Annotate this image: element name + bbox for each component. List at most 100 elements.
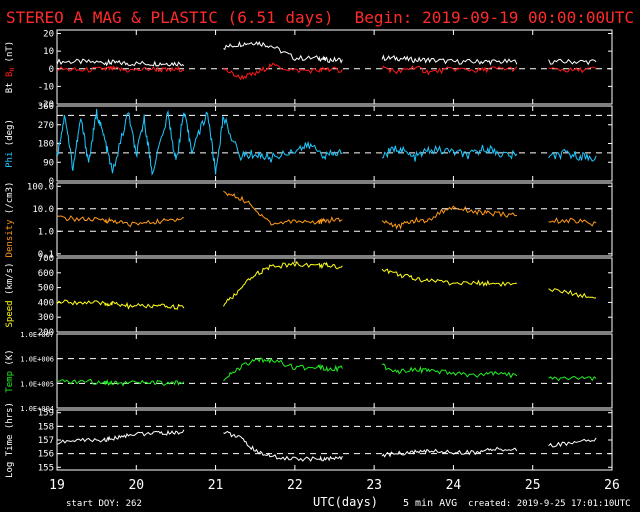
series-line-speed <box>56 299 185 310</box>
y-axis-label: Temp (K) <box>5 349 15 392</box>
y-tick-label: 0.1 <box>38 250 54 260</box>
series-line-mag <box>56 58 185 67</box>
y-tick-label: -20 <box>38 100 54 110</box>
created-timestamp: created: 2019-9-25 17:01:10UTC <box>468 499 631 509</box>
series-line-mag <box>381 65 518 76</box>
series-line-density <box>56 215 184 228</box>
y-tick-label: 1.0E+006 <box>20 356 54 364</box>
y-tick-label: 1.0E+005 <box>20 380 54 388</box>
panels: 20 10 0 -10 -20 Bt BN (nT) 360 270 180 90 0 Phi (de… <box>5 29 613 478</box>
y-tick-label: 100.0 <box>27 182 54 192</box>
y-axis-label-part: Temp <box>5 371 15 393</box>
y-axis-label: Density (/cm3) <box>5 182 15 258</box>
series-line-mag <box>548 66 597 74</box>
series-line-temp <box>548 375 597 382</box>
y-tick-label: 1.0 <box>38 227 54 237</box>
series-line-logtime <box>381 446 518 458</box>
series-line-speed <box>381 268 517 288</box>
y-axis-label: Bt BN (nT) <box>5 41 16 93</box>
series-line-speed <box>223 260 343 307</box>
x-tick-label: 20 <box>128 478 144 493</box>
y-tick-label: 156 <box>38 450 54 460</box>
y-tick-label: 1.0E+007 <box>20 331 54 339</box>
series-line-temp <box>381 363 518 379</box>
series-line-phi <box>381 144 518 162</box>
y-axis-label-part: N <box>9 68 16 72</box>
y-tick-label: 700 <box>38 254 54 264</box>
y-tick-label: 360 <box>38 102 54 112</box>
x-tick-label: 19 <box>49 478 65 493</box>
y-axis-label-part: Phi <box>5 152 15 168</box>
y-axis-label: Phi (deg) <box>5 119 15 168</box>
series-line-density <box>548 217 597 227</box>
panel-logtime: 159 158 157 156 155 Log Time (hrs) <box>5 402 613 478</box>
y-axis-label-part: Density <box>5 219 15 258</box>
y-tick-label: 10.0 <box>32 205 54 215</box>
y-axis-label-part: (K) <box>5 349 15 371</box>
series-line-mag <box>381 54 518 66</box>
panel-temp: 1.0E+007 1.0E+006 1.0E+005 1.0E+004 Temp (K) <box>5 331 613 413</box>
y-axis-label: Log Time (hrs) <box>5 402 15 478</box>
y-tick-label: 0 <box>49 65 54 75</box>
y-axis-label-part: B <box>5 72 15 83</box>
series-line-density <box>381 205 517 230</box>
y-axis-label-part: (deg) <box>5 119 15 152</box>
y-tick-label: 0 <box>49 177 54 187</box>
y-axis-label-part: Speed <box>5 300 15 327</box>
series-line-phi <box>56 108 343 176</box>
x-axis-label: UTC(days) <box>313 495 378 509</box>
y-tick-label: 270 <box>38 121 54 131</box>
series-line-mag <box>223 40 343 64</box>
average-label: 5 min AVG <box>403 498 457 509</box>
series-line-logtime <box>56 429 185 445</box>
x-tick-label: 26 <box>604 478 620 493</box>
y-tick-label: 158 <box>38 422 54 432</box>
y-axis-label-part: (km/s) <box>5 262 15 300</box>
panel-mag: 20 10 0 -10 -20 Bt BN (nT) <box>5 29 613 110</box>
series-line-temp <box>56 378 185 387</box>
panel-frame <box>56 333 613 409</box>
series-line-density <box>223 190 343 226</box>
panel-frame <box>56 182 613 257</box>
x-tick-label: 24 <box>446 478 462 493</box>
y-axis-label-part: (nT) <box>5 41 15 68</box>
series-line-mag <box>548 58 597 66</box>
y-tick-label: 400 <box>38 298 54 308</box>
series-line-logtime <box>548 437 597 448</box>
x-tick-label: 22 <box>287 478 303 493</box>
y-tick-label: 90 <box>43 158 54 168</box>
y-tick-label: 20 <box>43 30 54 40</box>
y-tick-label: 159 <box>38 409 54 419</box>
x-axis-ticks: 19 20 21 22 23 24 25 26 <box>49 478 620 493</box>
chart-title: STEREO A MAG & PLASTIC (6.51 days) <box>6 8 334 27</box>
y-axis-label-part: (hrs) <box>5 402 15 435</box>
series-line-mag <box>56 65 185 73</box>
panel-phi: 360 270 180 90 0 Phi (deg) <box>5 102 613 187</box>
y-tick-label: 157 <box>38 436 54 446</box>
series-line-mag <box>223 62 343 81</box>
x-tick-label: 21 <box>208 478 224 493</box>
y-tick-label: 1.0E+004 <box>20 405 54 413</box>
y-axis-label-part: Log Time <box>5 435 15 478</box>
series-line-temp <box>223 357 343 382</box>
panel-speed: 700 600 500 400 300 200 Speed (km/s) <box>5 254 613 338</box>
y-tick-label: -10 <box>38 82 54 92</box>
series-line-logtime <box>223 430 343 462</box>
series-line-phi <box>548 148 597 162</box>
panel-frame <box>56 257 613 333</box>
y-tick-label: 10 <box>43 47 54 57</box>
y-tick-label: 180 <box>38 140 54 150</box>
start-doy: start DOY: 262 <box>66 499 142 509</box>
y-tick-label: 500 <box>38 284 54 294</box>
panel-density: 100.0 10.0 1.0 0.1 Density (/cm3) <box>5 182 613 260</box>
y-axis-label: Speed (km/s) <box>5 262 15 327</box>
y-axis-label-part: (/cm3) <box>5 182 15 220</box>
panel-frame <box>56 29 613 105</box>
y-tick-label: 300 <box>38 313 54 323</box>
y-axis-label-part: Bt <box>5 82 15 93</box>
x-tick-label: 25 <box>525 478 541 493</box>
series-line-speed <box>548 288 597 299</box>
y-tick-label: 200 <box>38 328 54 338</box>
y-tick-label: 155 <box>38 463 54 473</box>
